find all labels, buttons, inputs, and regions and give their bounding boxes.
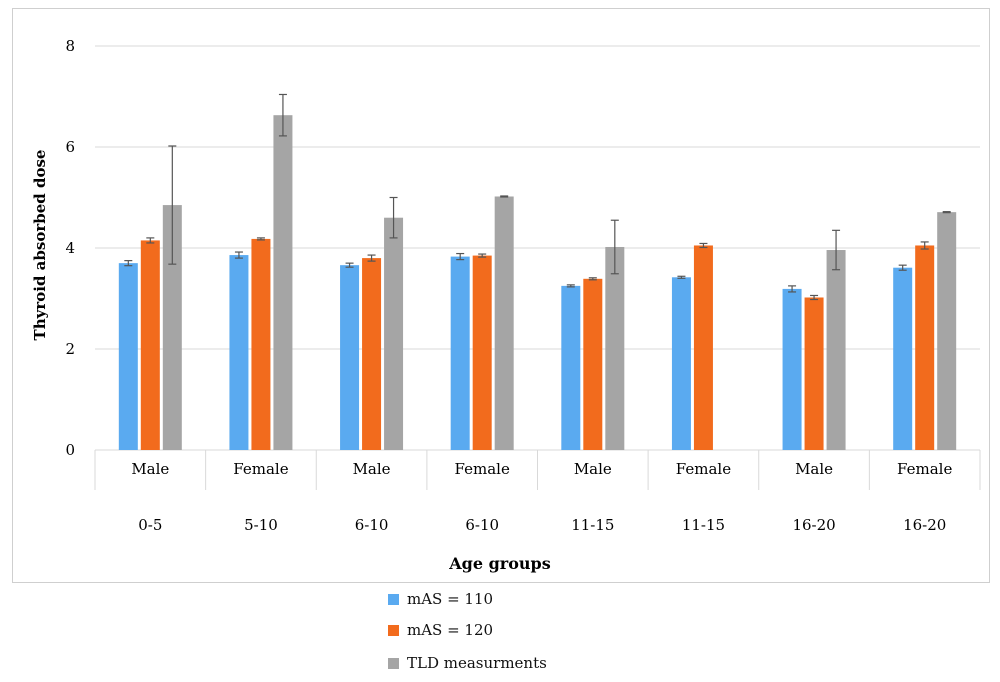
error-bar xyxy=(942,211,951,214)
legend-swatch-mas110 xyxy=(388,593,399,605)
bar xyxy=(384,217,404,450)
error-bar xyxy=(124,260,133,267)
error-bar xyxy=(345,262,354,268)
error-bar xyxy=(168,145,177,265)
bar xyxy=(472,255,492,450)
x-category-age-label: 11-15 xyxy=(571,516,614,534)
y-axis-label: Thyroid absorbed dose xyxy=(31,150,49,341)
error-bar xyxy=(500,195,509,198)
legend-label-mas110: mAS = 110 xyxy=(407,590,494,608)
y-tick-label: 2 xyxy=(65,340,75,358)
bar xyxy=(251,238,271,450)
chart-frame xyxy=(12,8,990,583)
bar xyxy=(583,278,603,450)
legend-label-mas120: mAS = 120 xyxy=(407,621,494,639)
error-bar xyxy=(367,254,376,262)
y-tick-label: 8 xyxy=(65,37,75,55)
x-category-age-label: 16-20 xyxy=(792,516,835,534)
error-bar xyxy=(588,277,597,281)
bar xyxy=(893,267,913,450)
grid-lines xyxy=(94,45,981,490)
bar xyxy=(826,250,846,450)
x-category-gender-label: Male xyxy=(353,460,391,478)
error-bar xyxy=(920,241,929,250)
error-bar xyxy=(146,237,155,244)
bar xyxy=(937,212,957,450)
legend-label-tld: TLD measurments xyxy=(407,654,547,672)
bars xyxy=(118,115,957,450)
x-category-gender-label: Female xyxy=(233,460,288,478)
bar xyxy=(340,265,360,450)
bar xyxy=(693,245,713,450)
bar xyxy=(229,255,249,450)
legend-item-tld: TLD measurments xyxy=(388,653,547,673)
error-bar xyxy=(677,275,686,279)
error-bar xyxy=(478,253,487,258)
bar xyxy=(162,205,182,450)
bar xyxy=(605,246,625,450)
legend-swatch-tld xyxy=(388,657,399,669)
x-category-gender-label: Male xyxy=(131,460,169,478)
legend-item-mas120: mAS = 120 xyxy=(388,620,493,640)
x-category-gender-label: Female xyxy=(897,460,952,478)
x-category-age-label: 6-10 xyxy=(355,516,389,534)
error-bar xyxy=(788,285,797,293)
bar-chart: 0 2 4 6 8 Male 0-5 Female 5-10 Male 6-10 Female 6-1… xyxy=(31,37,981,573)
legend-item-mas110: mAS = 110 xyxy=(388,589,493,609)
y-tick-labels: 0 2 4 6 8 xyxy=(65,37,75,459)
x-category-gender-label: Male xyxy=(574,460,612,478)
bar xyxy=(140,240,160,450)
x-category-gender-label: Male xyxy=(795,460,833,478)
bar xyxy=(118,263,138,450)
bar xyxy=(915,245,935,450)
error-bars xyxy=(124,93,951,301)
bar xyxy=(804,297,824,450)
error-bar xyxy=(898,264,907,271)
error-bar xyxy=(278,93,287,137)
x-category-labels: Male 0-5 Female 5-10 Male 6-10 Female 6-10 Male 1… xyxy=(131,460,952,534)
bar xyxy=(561,285,581,450)
error-bar xyxy=(456,252,465,261)
legend-swatch-mas120 xyxy=(388,624,399,636)
error-bar xyxy=(389,196,398,239)
error-bar xyxy=(256,237,265,241)
bar xyxy=(494,196,514,450)
y-tick-label: 0 xyxy=(65,441,75,459)
error-bar xyxy=(234,251,243,259)
error-bar xyxy=(832,229,841,271)
y-tick-label: 6 xyxy=(65,138,75,156)
bar xyxy=(782,288,802,450)
error-bar xyxy=(699,242,708,249)
x-category-gender-label: Female xyxy=(455,460,510,478)
x-category-gender-label: Female xyxy=(676,460,731,478)
bar xyxy=(450,256,470,450)
error-bar xyxy=(810,294,819,301)
x-category-age-label: 5-10 xyxy=(244,516,278,534)
x-category-age-label: 6-10 xyxy=(465,516,499,534)
bar xyxy=(671,277,691,450)
x-axis-label: Age groups xyxy=(448,554,550,573)
x-category-age-label: 0-5 xyxy=(138,516,162,534)
bar xyxy=(273,115,293,450)
x-category-age-label: 11-15 xyxy=(682,516,725,534)
x-category-age-label: 16-20 xyxy=(903,516,946,534)
error-bar xyxy=(610,219,619,275)
y-tick-label: 4 xyxy=(65,239,75,257)
error-bar xyxy=(566,284,575,288)
bar xyxy=(362,258,382,450)
